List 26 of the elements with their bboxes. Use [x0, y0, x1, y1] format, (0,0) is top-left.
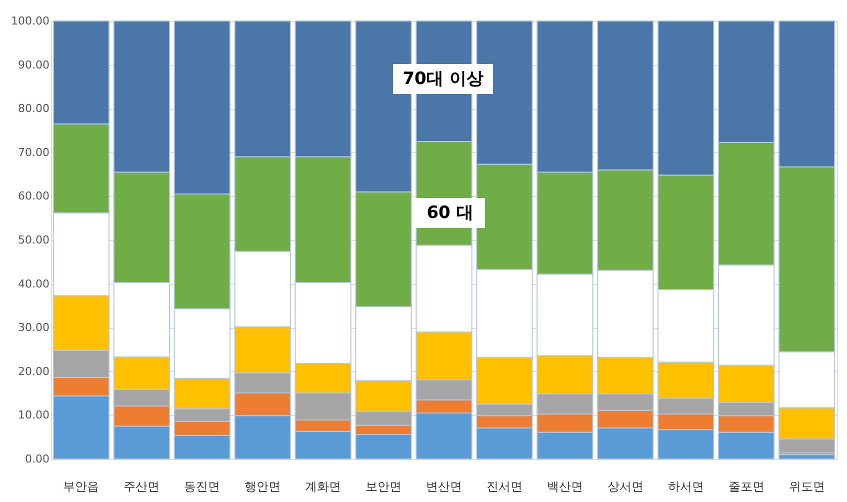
x-tick-label: 부안읍	[63, 480, 100, 494]
y-tick-label: 20.00	[18, 364, 50, 378]
x-tick-label: 계화면	[305, 480, 342, 494]
y-tick-label: 90.00	[18, 58, 50, 72]
annotation: 70대 이상	[402, 69, 484, 89]
x-tick-label: 진서면	[486, 480, 522, 494]
x-tick-label: 위도면	[788, 480, 825, 494]
y-tick-label: 70.00	[18, 146, 50, 159]
x-tick-label: 행안면	[244, 480, 281, 494]
x-tick-label: 하서면	[668, 480, 704, 494]
x-tick-label: 보안면	[366, 480, 402, 494]
y-tick-label: 80.00	[18, 102, 50, 116]
y-tick-label: 50.00	[18, 234, 50, 246]
y-tick-label: 100.00	[11, 14, 50, 28]
x-tick-label: 주산면	[124, 480, 160, 494]
x-tick-label: 변산면	[426, 480, 462, 494]
x-tick-label: 줄포면	[728, 480, 764, 494]
annotation: 60 대	[426, 203, 474, 223]
y-tick-label: 40.00	[18, 277, 50, 290]
x-tick-label: 상서면	[607, 480, 644, 494]
x-tick-label: 백산면	[546, 480, 583, 494]
x-tick-label: 동진면	[184, 480, 220, 494]
y-tick-label: 30.00	[18, 321, 50, 334]
y-tick-label: 0.00	[25, 452, 50, 466]
y-tick-label: 10.00	[18, 408, 50, 422]
y-tick-label: 60.00	[18, 190, 50, 203]
